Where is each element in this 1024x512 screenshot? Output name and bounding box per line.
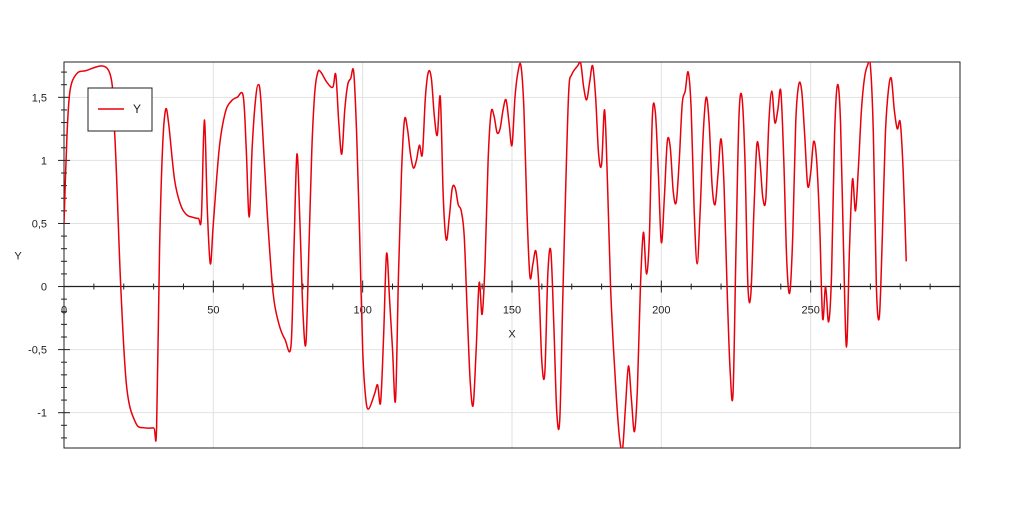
y-tick-label: 1,5 — [32, 92, 47, 104]
x-tick-label: 0 — [61, 305, 67, 317]
y-tick-label: -1 — [37, 408, 47, 420]
legend-label-y: Y — [133, 102, 141, 116]
x-tick-label: 100 — [353, 305, 371, 317]
x-tick-label: 50 — [207, 305, 219, 317]
y-tick-label: 1 — [41, 155, 47, 167]
y-tick-label: 0 — [41, 282, 47, 294]
y-tick-label: -0,5 — [28, 345, 47, 357]
x-axis-tick-labels: 0 50 100 150 200 250 — [61, 305, 820, 317]
y-axis-title: Y — [14, 251, 22, 263]
legend[interactable]: Y — [87, 87, 153, 132]
series-group — [64, 62, 907, 448]
chart-grid — [63, 62, 960, 448]
x-axis-title: X — [508, 329, 516, 341]
plot-frame — [63, 61, 961, 449]
y-axis-ticks — [58, 71, 70, 439]
y-tick-label: 0,5 — [32, 218, 47, 230]
x-tick-label: 150 — [503, 305, 521, 317]
series-line-y — [64, 62, 907, 448]
x-tick-label: 250 — [801, 305, 819, 317]
y-axis-tick-labels: -1 -0,5 0 0,5 1 1,5 — [28, 92, 47, 419]
x-tick-label: 200 — [652, 305, 670, 317]
